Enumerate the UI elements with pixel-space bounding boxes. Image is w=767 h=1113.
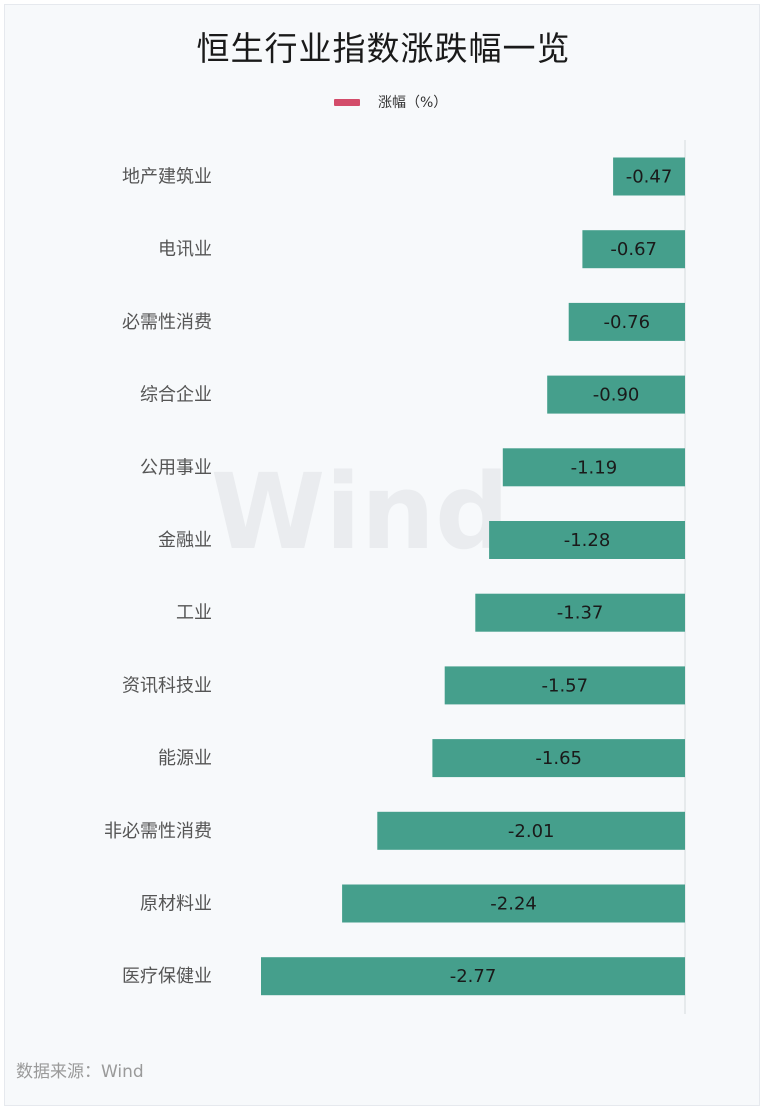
category-label: 资讯科技业 (122, 675, 212, 696)
legend-swatch (334, 98, 360, 106)
value-label: -1.65 (535, 748, 582, 769)
bar[interactable] (489, 521, 685, 559)
source-note: 数据来源：Wind (16, 1062, 144, 1082)
bars-group: 地产建筑业 -0.47 电讯业 -0.67 必需性消费 -0.76 综合企业 -0.90 公用事… (104, 157, 685, 996)
value-label: -2.24 (490, 894, 537, 915)
value-label: -2.77 (450, 966, 497, 987)
bar[interactable] (502, 448, 685, 487)
category-label: 医疗保健业 (122, 966, 212, 987)
value-label: -2.01 (508, 821, 555, 842)
value-label: -0.76 (604, 312, 651, 333)
category-label: 地产建筑业 (122, 167, 212, 188)
category-label: 必需性消费 (122, 312, 212, 333)
category-label: 公用事业 (140, 457, 212, 478)
bar[interactable] (377, 811, 685, 850)
bar[interactable] (547, 375, 685, 414)
bar[interactable] (568, 302, 685, 341)
value-label: -0.90 (593, 385, 640, 406)
value-label: -1.57 (542, 675, 589, 696)
value-label: -0.67 (610, 239, 657, 260)
category-label: 综合企业 (140, 385, 212, 406)
category-label: 能源业 (158, 748, 212, 769)
bar[interactable] (475, 593, 685, 632)
chart-title: 恒生行业指数涨跌幅一览 (196, 29, 571, 68)
bar[interactable] (582, 230, 685, 269)
category-label: 非必需性消费 (104, 821, 212, 842)
legend-label: 涨幅（%） (378, 95, 448, 111)
category-label: 原材料业 (140, 894, 212, 915)
value-label: -1.19 (571, 457, 618, 478)
category-label: 工业 (176, 603, 212, 624)
category-label: 电讯业 (158, 239, 212, 260)
bar[interactable] (261, 957, 685, 996)
watermark: Wind (211, 451, 510, 573)
bar[interactable] (444, 666, 685, 705)
value-label: -1.37 (557, 603, 604, 624)
category-label: 金融业 (158, 530, 212, 551)
bar[interactable] (613, 157, 685, 196)
legend[interactable]: 涨幅（%） (334, 90, 447, 114)
value-label: -0.47 (626, 167, 673, 188)
bar[interactable] (432, 739, 685, 778)
value-label: -1.28 (564, 530, 611, 551)
bar[interactable] (342, 884, 685, 923)
